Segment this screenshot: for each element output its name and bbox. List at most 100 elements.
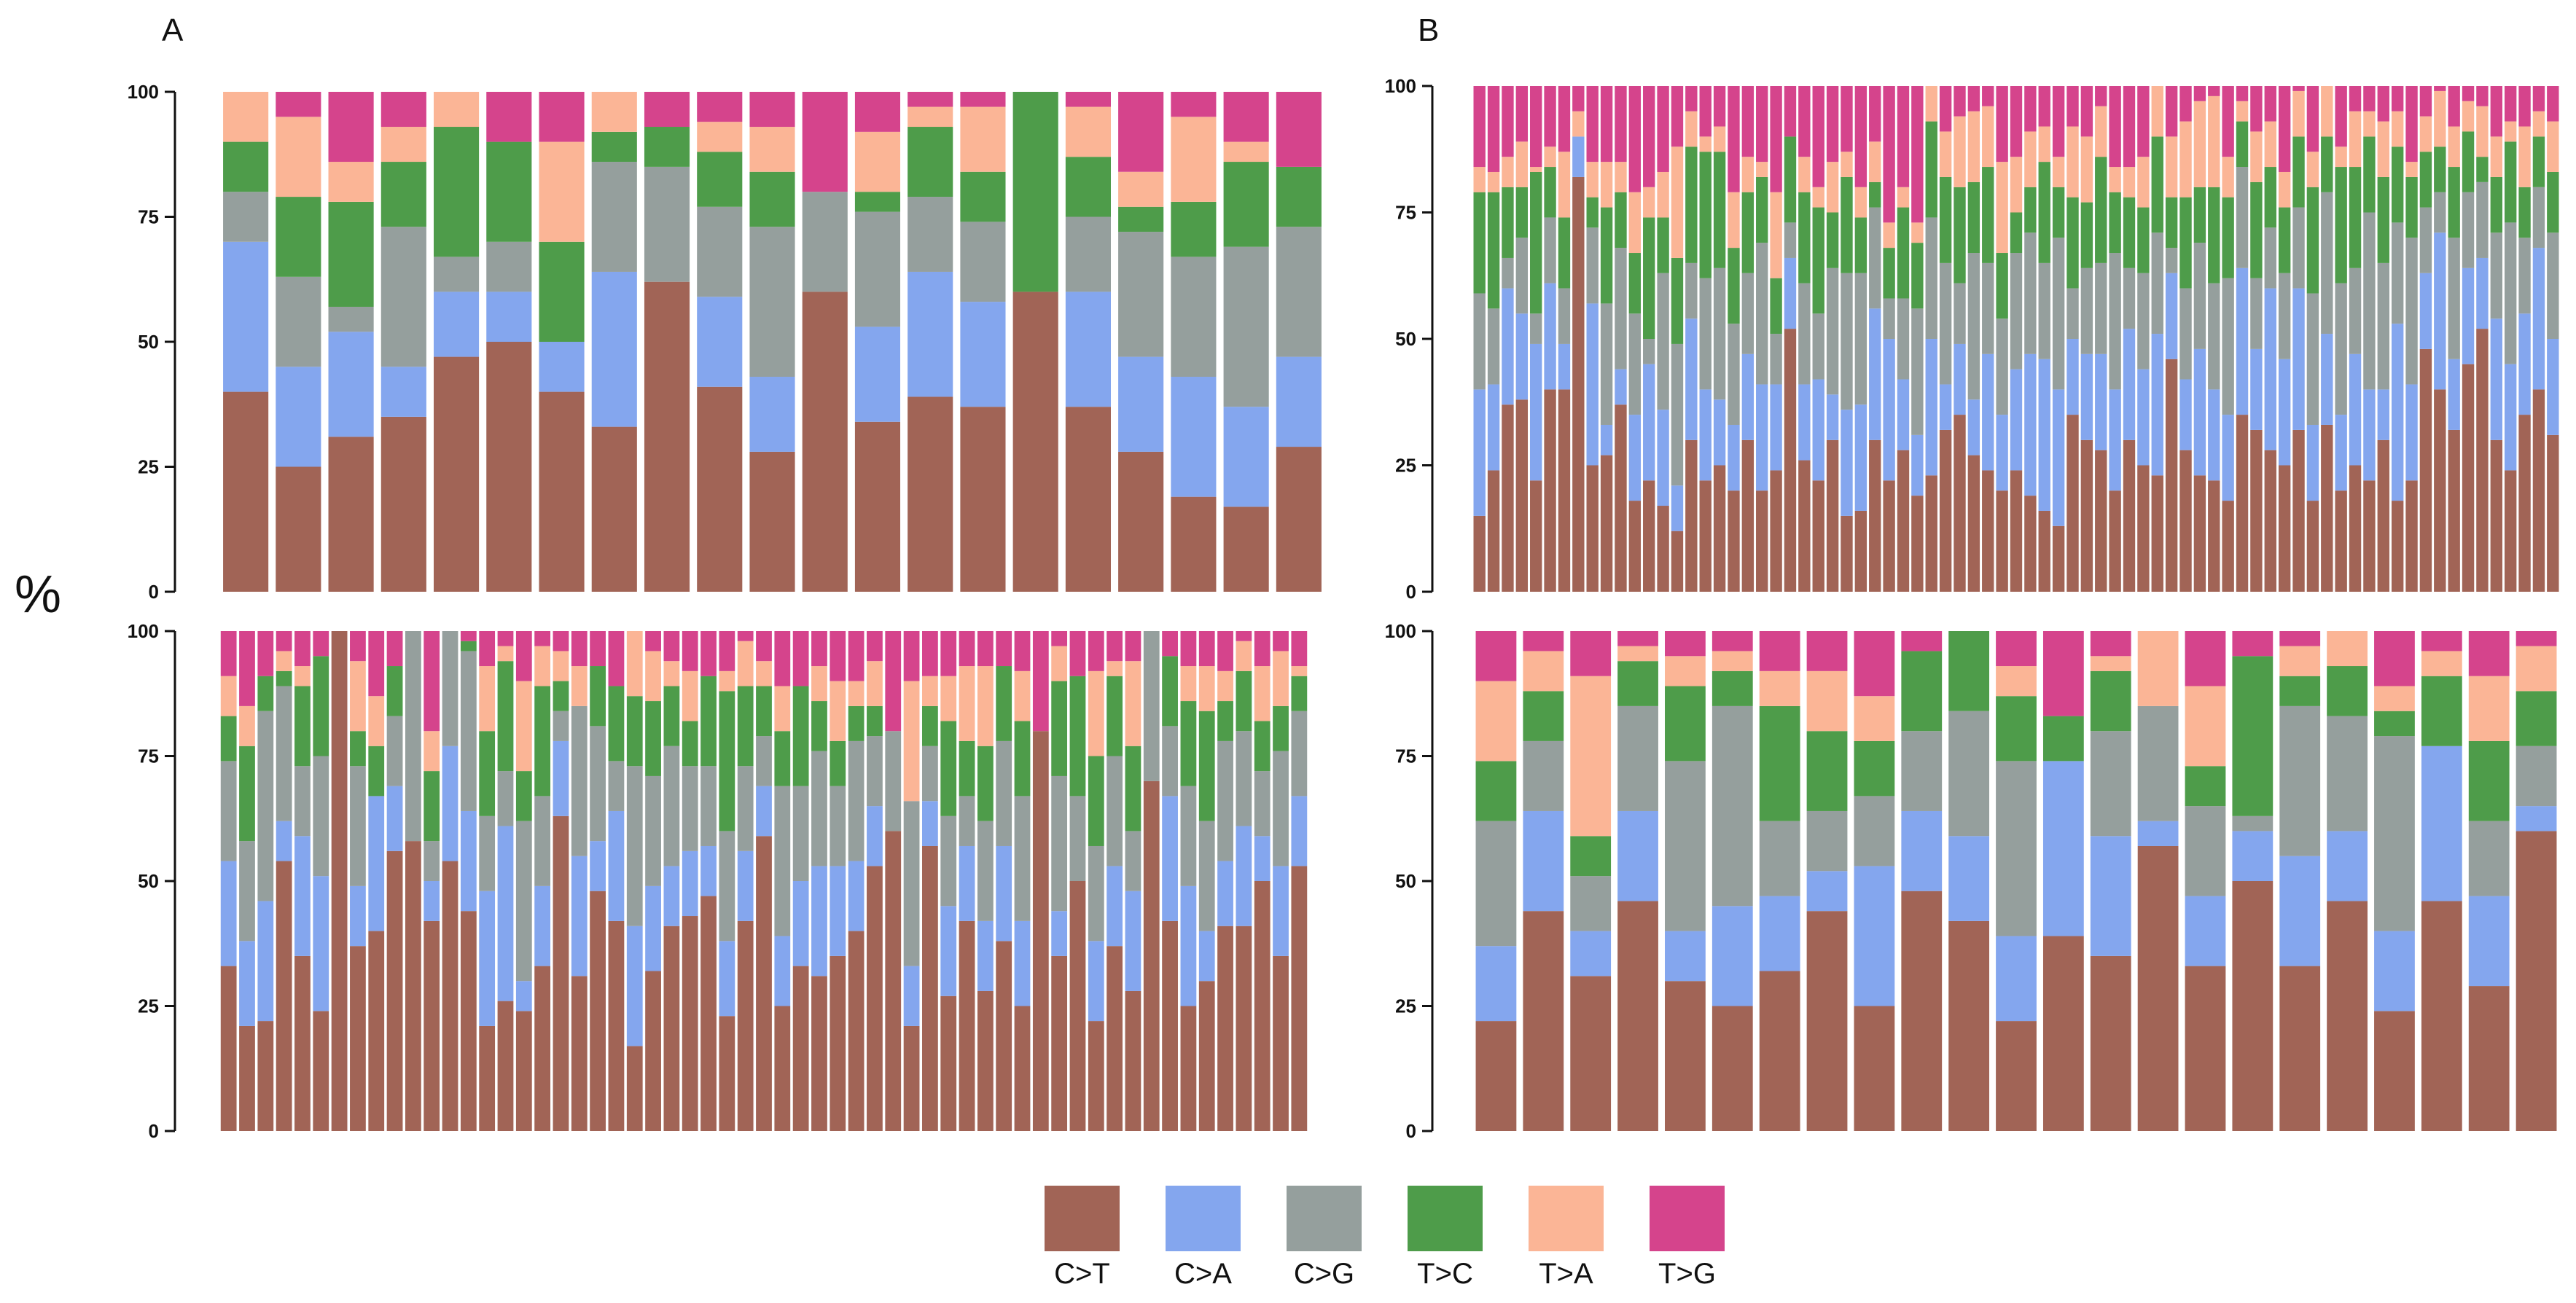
bar-53-CtoG — [1180, 786, 1197, 886]
bar-38-CtoT — [1996, 490, 2008, 592]
bar-51-CtoT — [2179, 450, 2192, 592]
bar-10-CtoT — [386, 850, 403, 1131]
bar-23-CtoG — [626, 766, 643, 926]
bar-8-TtoC — [350, 731, 366, 767]
bar-44-TtoC — [2080, 202, 2093, 268]
bar-60-CtoT — [2306, 501, 2319, 592]
bar-37-CtoG — [885, 731, 902, 832]
bar-9-TtoG — [1586, 86, 1599, 163]
bar-41-TtoA — [959, 666, 975, 741]
bar-30-TtoG — [1883, 86, 1895, 223]
bar-6-CtoG — [486, 241, 532, 292]
bar-71-CtoG — [2462, 192, 2475, 268]
bar-59-TtoA — [2292, 90, 2305, 137]
bar-52-TtoC — [2193, 187, 2206, 243]
bar-54-TtoG — [2222, 86, 2234, 157]
bar-29-CtoT — [1869, 439, 1881, 592]
bar-12-CtoT — [1996, 1021, 2037, 1131]
bar-37-TtoC — [1982, 167, 1994, 263]
bar-11-TtoG — [749, 92, 795, 128]
bar-16-TtoG — [1685, 86, 1698, 111]
bar-51-CtoA — [2179, 379, 2192, 450]
bar-6-TtoC — [486, 141, 532, 242]
bar-66-TtoA — [2391, 111, 2404, 147]
bar-4-TtoC — [1617, 661, 1658, 706]
bar-35-TtoG — [1954, 86, 1966, 117]
bar-17-TtoG — [515, 631, 532, 681]
y-tick-label: 75 — [138, 746, 159, 767]
bar-73-TtoC — [2490, 176, 2502, 233]
bar-3-CtoA — [257, 901, 274, 1022]
bar-22-CtoA — [608, 810, 625, 921]
bar-3-CtoT — [257, 1021, 274, 1131]
bar-46-CtoA — [2109, 389, 2121, 491]
bar-26-CtoG — [1826, 267, 1839, 395]
bar-21-CtoT — [590, 891, 606, 1131]
bar-41-CtoT — [2038, 510, 2050, 592]
bar-18-TtoA — [2279, 646, 2321, 676]
bar-5-CtoT — [434, 356, 480, 592]
bar-21-TtoC — [1756, 176, 1768, 243]
bar-9-CtoA — [1586, 303, 1599, 466]
bar-5-CtoG — [1530, 313, 1542, 344]
bar-59-CtoG — [2292, 207, 2305, 289]
bar-15-CtoT — [960, 407, 1006, 592]
y-axis-label: % — [15, 566, 61, 624]
bar-33-CtoA — [811, 866, 827, 977]
bar-1-TtoC — [220, 716, 237, 762]
chart-b-top: 0 25 50 75 100 — [1385, 75, 2559, 603]
bar-22-CtoG — [2468, 821, 2510, 896]
bar-36-TtoG — [867, 631, 883, 662]
bar-20-TtoA — [1223, 141, 1269, 163]
bar-10-TtoA — [1600, 162, 1613, 208]
bar-19-CtoA — [553, 740, 569, 816]
panel-label-a: A — [162, 12, 184, 48]
bar-29-CtoA — [737, 850, 754, 921]
bar-14-CtoG — [1657, 273, 1669, 410]
bar-4-CtoA — [1617, 810, 1658, 901]
bar-20-CtoG — [571, 705, 588, 856]
bar-34-CtoT — [1939, 429, 1952, 592]
bar-40-CtoA — [940, 906, 957, 996]
bar-25-CtoA — [663, 866, 680, 926]
bar-38-TtoG — [1996, 86, 2008, 163]
bar-1-CtoG — [220, 761, 237, 861]
bar-14-TtoG — [2090, 631, 2131, 657]
bar-8-TtoG — [350, 631, 366, 662]
bar-18-TtoA — [1713, 126, 1726, 152]
bar-16-CtoT — [1012, 291, 1058, 592]
bar-40-TtoG — [2024, 86, 2037, 132]
bar-39-CtoT — [2010, 470, 2023, 592]
bar-55-TtoC — [2236, 121, 2249, 168]
bar-15-TtoC — [960, 171, 1006, 222]
bar-19-CtoT — [553, 815, 569, 1131]
bar-44-TtoC — [1014, 721, 1031, 797]
bar-61-CtoG — [2321, 192, 2333, 334]
bar-14-TtoC — [1657, 217, 1669, 273]
bar-36-TtoG — [1967, 86, 1980, 111]
bar-40-TtoA — [2024, 131, 2037, 187]
bar-10-TtoA — [697, 122, 743, 152]
bar-14-TtoA — [2090, 656, 2131, 671]
bar-49-TtoA — [1106, 661, 1123, 676]
bar-18-CtoG — [1118, 232, 1164, 357]
bar-31-TtoC — [774, 731, 791, 786]
bar-74-TtoA — [2504, 121, 2517, 142]
bar-56-CtoT — [2250, 429, 2263, 592]
bar-39-TtoG — [922, 631, 938, 676]
bar-66-CtoT — [2391, 501, 2404, 592]
bar-21-CtoA — [1756, 384, 1768, 491]
bar-28-TtoC — [1854, 217, 1867, 273]
bar-21-TtoC — [2421, 676, 2462, 746]
bar-22-TtoC — [2468, 740, 2510, 821]
bar-30-CtoG — [1883, 298, 1895, 339]
bar-7-TtoA — [539, 141, 585, 242]
bar-4-CtoT — [1515, 399, 1529, 592]
bar-25-CtoG — [1812, 313, 1824, 380]
bar-11-CtoT — [405, 841, 421, 1131]
bar-23-CtoA — [1784, 257, 1797, 329]
bar-75-TtoG — [2518, 86, 2531, 127]
bar-53-CtoT — [1180, 1006, 1197, 1131]
bar-64-TtoA — [2363, 111, 2376, 137]
bar-9-CtoG — [1586, 227, 1599, 304]
